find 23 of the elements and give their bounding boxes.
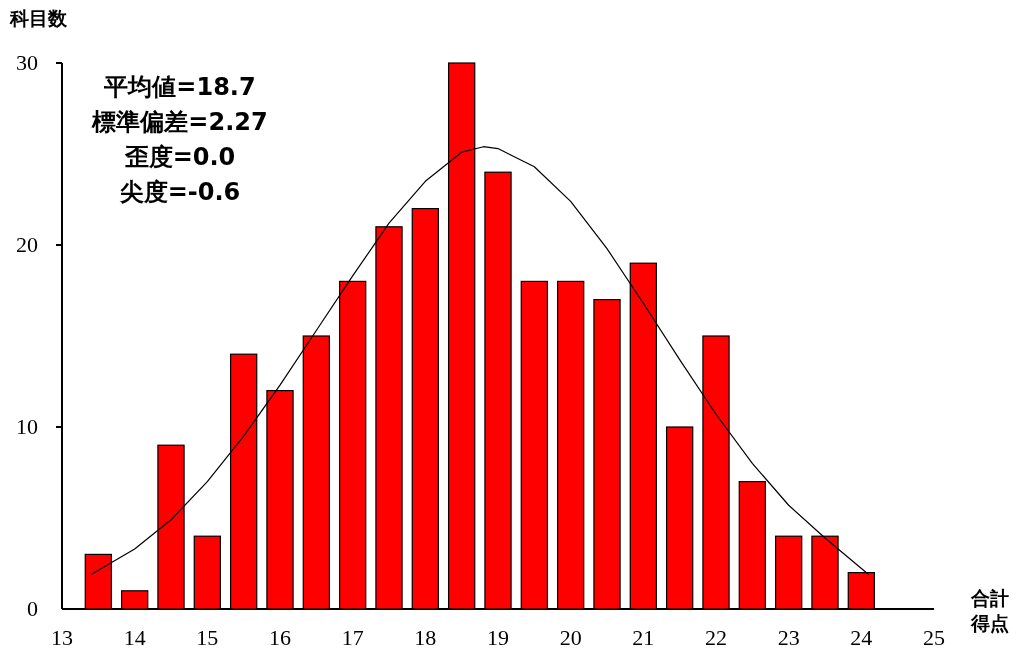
x-tick-label: 22 bbox=[705, 625, 727, 650]
x-axis-title: 合計得点 bbox=[970, 587, 1009, 634]
x-tick-label: 20 bbox=[559, 625, 582, 650]
x-tick-label: 21 bbox=[632, 625, 655, 650]
y-tick-label: 30 bbox=[16, 50, 38, 75]
y-tick-label: 0 bbox=[27, 596, 38, 621]
x-tick-label: 14 bbox=[123, 625, 146, 650]
annotation: 尖度=-0.6 bbox=[118, 178, 241, 206]
annotation: 標準偏差=2.27 bbox=[91, 108, 268, 136]
y-tick-label: 10 bbox=[16, 414, 38, 439]
x-tick-label: 25 bbox=[923, 625, 945, 650]
y-tick-label: 20 bbox=[16, 232, 38, 257]
x-tick-label: 15 bbox=[196, 625, 219, 650]
x-tick-label: 23 bbox=[777, 625, 800, 650]
x-tick-label: 18 bbox=[414, 625, 437, 650]
annotation: 平均値=18.7 bbox=[103, 73, 256, 101]
x-tick-label: 13 bbox=[51, 625, 73, 650]
x-tick-label: 17 bbox=[341, 625, 364, 650]
x-tick-label: 24 bbox=[850, 625, 873, 650]
annotation: 歪度=0.0 bbox=[123, 143, 236, 171]
y-axis-title: 科目数 bbox=[9, 7, 68, 29]
x-tick-label: 16 bbox=[269, 625, 291, 650]
x-tick-label: 19 bbox=[487, 625, 509, 650]
